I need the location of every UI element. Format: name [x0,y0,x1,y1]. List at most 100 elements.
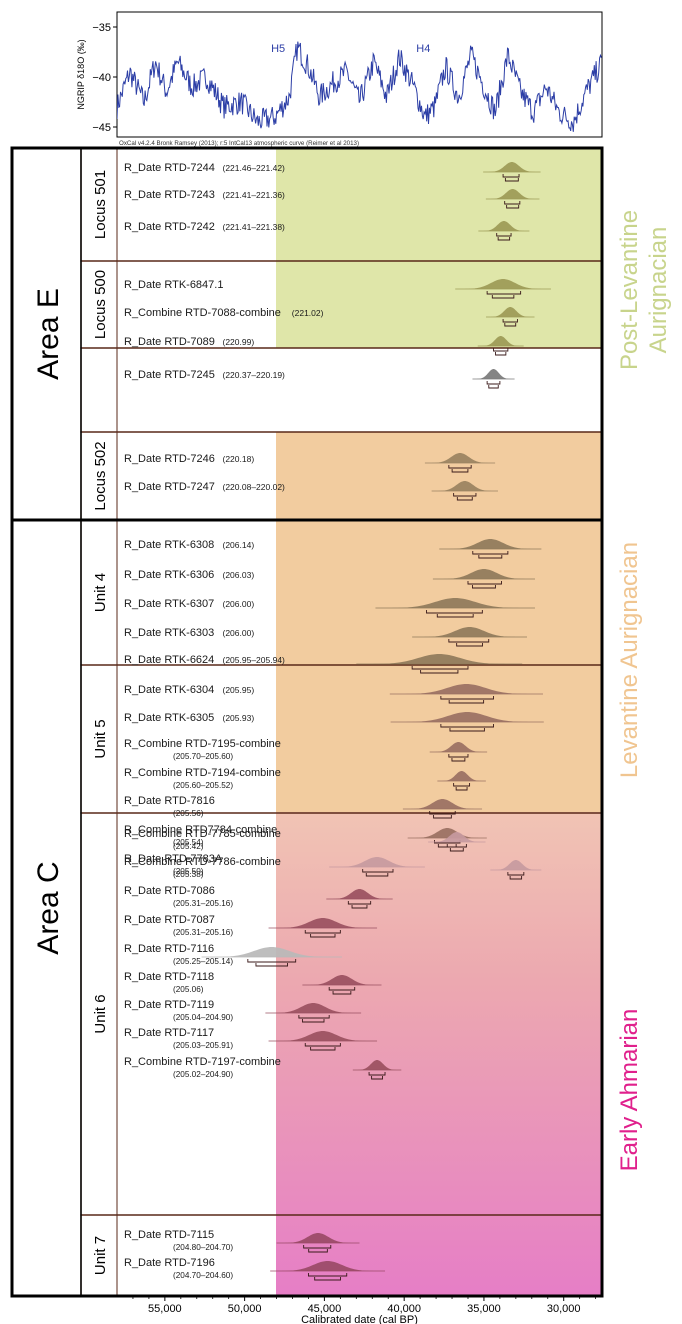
hpd-bracket-68 [332,991,352,995]
date-row: R_Date RTD-7245 (220.37–220.19) [124,369,515,389]
date-row: R_Date RTK-6308 (206.14) [124,539,542,559]
date-label: R_Date RTD-7118 [124,971,214,983]
date-row: R_Combine RTD-7194-combine (205.60–205.52… [124,767,486,791]
probability-distribution [490,307,530,317]
date-row: R_Date RTD-7244 (221.46–221.42) [124,162,541,182]
hpd-bracket-68 [448,700,485,704]
date-label: R_Combine RTD-7786-combine [124,856,281,868]
date-range: (206.14) [223,540,255,550]
x-tick-label: 45,000 [308,1303,342,1315]
probability-distribution [449,539,532,549]
date-label: R_Date RTD-7247 [124,481,215,493]
hpd-bracket-95 [493,348,509,352]
calibration-note: OxCal v4.2.4 Bronk Ramsey (2013); r:5 In… [119,140,359,147]
hpd-bracket-95 [440,696,494,700]
date-range: (221.41–221.36) [223,190,286,200]
date-label: R_Date RTD-7115 [124,1229,214,1241]
hpd-bracket-95 [453,783,471,787]
date-range: (206.00) [223,599,255,609]
probability-distribution [423,627,516,637]
hpd-bracket-68 [478,555,503,559]
area-label: Area C [32,861,65,954]
date-label: R_Date RTD-7087 [124,914,215,926]
hpd-bracket-68 [451,758,466,762]
hpd-bracket-68 [449,848,464,852]
probability-distribution [310,975,374,985]
hpd-bracket-68 [509,876,523,880]
date-row: R_Combine RTD7784-combine (205.54) [124,824,487,848]
hpd-bracket-68 [451,469,469,473]
date-label: R_Date RTD-7783A [124,853,223,865]
probability-distribution [433,832,480,842]
probability-distribution [338,857,416,867]
group-label: Unit 4 [92,573,109,612]
date-range: (206.03) [223,570,255,580]
date-row: R_Date RTK-6624 (205.95–205.94) [124,654,523,674]
hpd-bracket-68 [456,643,483,647]
hpd-bracket-95 [446,844,467,848]
date-range: (205.60–205.52) [173,781,233,790]
date-label: R_Combine RTD-7195-combine [124,738,281,750]
date-range: (205.50) [173,867,204,876]
hpd-bracket-95 [303,1245,332,1249]
date-range: (205.95) [223,685,255,695]
date-row: R_Date RTD-7783A (205.50) [124,853,425,877]
date-range: (205.25–205.14) [173,957,233,966]
probability-distribution [332,889,387,899]
hpd-bracket-95 [496,233,512,237]
hpd-bracket-68 [420,670,459,674]
hpd-bracket-95 [298,1015,330,1019]
date-label: R_Date RTD-7244 [124,162,215,174]
date-label: R_Date RTK-6305 [124,712,214,724]
probability-distribution [443,569,525,579]
date-label: R_Date RTK-6624 [124,654,214,666]
date-label: R_Combine RTD-7194-combine [124,767,281,779]
hpd-bracket-95 [472,551,509,555]
date-range: (204.70–204.60) [173,1271,233,1280]
group-label: Unit 6 [92,994,109,1033]
probability-distribution [274,1003,352,1013]
date-label: R_Combine RTD-7088-combine [124,307,281,319]
hpd-bracket-95 [448,639,490,643]
ngrip-y-label: NGRIP δ18O (‰) [76,39,86,109]
date-label: R_Date RTD-7089 [124,336,215,348]
culture-band [276,812,602,1296]
hpd-bracket-95 [448,465,472,469]
hpd-bracket-68 [314,1277,341,1281]
hpd-bracket-95 [411,666,469,670]
date-label: R_Date RTD-7086 [124,885,215,897]
date-range: (205.38) [173,870,204,879]
ngrip-frame [116,11,603,138]
hpd-bracket-68 [310,934,336,938]
group-label: Unit 7 [92,1236,109,1275]
probability-distribution [435,742,482,752]
heinrich-event-label: H5 [271,43,285,55]
hpd-bracket-95 [502,174,520,178]
heinrich-event-label: H4 [416,43,430,55]
hpd-bracket-95 [467,581,502,585]
probability-distribution [391,598,520,608]
hpd-bracket-95 [429,811,456,815]
ngrip-y-tick-label: −45 [92,122,111,134]
probability-distribution [476,369,511,379]
hpd-bracket-68 [255,963,288,967]
band-labels: Post-Levantine Aurignacian Levantine Aurig… [616,210,672,1171]
x-tick-label: 40,000 [387,1303,421,1315]
hpd-bracket-68 [506,205,520,209]
hpd-bracket-68 [449,728,485,732]
date-label: R_Date RTD-7246 [124,453,215,465]
date-row: R_Date RTD-7118 (205.06) [124,971,382,995]
date-range: (205.31–205.16) [173,899,233,908]
date-rows: R_Date RTD-7244 (221.46–221.42)R_Date RTD… [124,162,551,1281]
hpd-bracket-68 [497,237,511,241]
probability-distribution [405,712,529,722]
probability-distribution [405,684,528,694]
group-label: Locus 501 [92,170,109,239]
date-range: (205.03–205.91) [173,1041,233,1050]
date-row: R_Combine RTD-7197-combine (205.02–204.90… [124,1056,402,1080]
hpd-bracket-95 [507,872,525,876]
date-row: R_Date RTD-7087 (205.31–205.16) [124,914,378,938]
hpd-bracket-95 [362,869,394,873]
hpd-bracket-95 [247,959,297,963]
